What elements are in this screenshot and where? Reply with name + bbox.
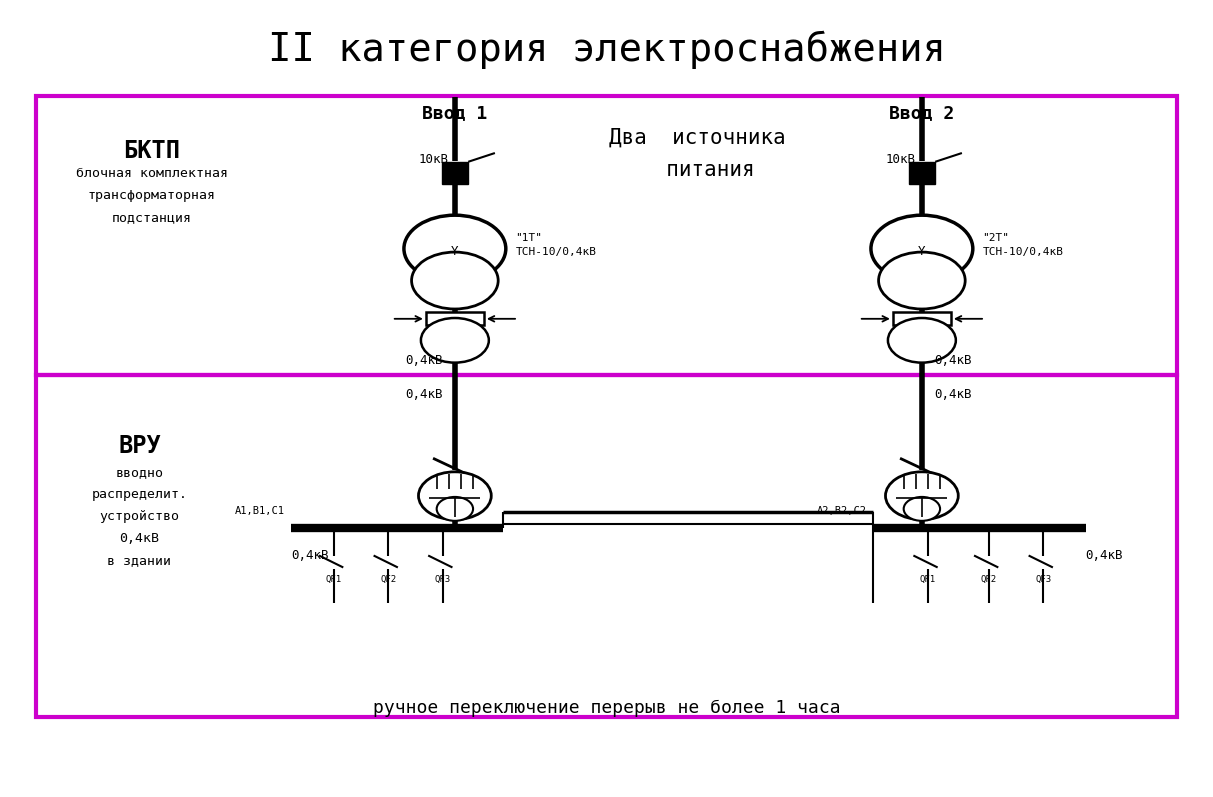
- Text: Y: Y: [451, 245, 459, 257]
- Circle shape: [885, 472, 958, 520]
- Circle shape: [404, 215, 506, 282]
- Text: ВРУ: ВРУ: [118, 434, 161, 458]
- Text: А2,В2,С2: А2,В2,С2: [818, 505, 867, 516]
- Text: Ввод 2: Ввод 2: [889, 104, 955, 123]
- Text: 0,4кВ: 0,4кВ: [405, 354, 443, 367]
- Circle shape: [418, 472, 491, 520]
- Circle shape: [904, 497, 940, 521]
- Text: QF1: QF1: [325, 575, 342, 584]
- Text: ручное переключение перерыв не более 1 часа: ручное переключение перерыв не более 1 ч…: [372, 699, 841, 717]
- Bar: [909, 162, 935, 184]
- Text: Y: Y: [918, 245, 926, 257]
- Circle shape: [888, 318, 956, 363]
- Text: 0,4кВ: 0,4кВ: [934, 354, 972, 367]
- Text: QF2: QF2: [980, 575, 997, 584]
- Text: А1,В1,С1: А1,В1,С1: [235, 505, 285, 516]
- Text: II категория электроснабжения: II категория электроснабжения: [268, 30, 945, 69]
- Text: QF3: QF3: [434, 575, 451, 584]
- Text: QF2: QF2: [380, 575, 397, 584]
- Circle shape: [878, 252, 966, 309]
- Circle shape: [411, 252, 499, 309]
- Text: QF3: QF3: [1035, 575, 1052, 584]
- Text: 10кВ: 10кВ: [418, 153, 449, 166]
- Circle shape: [437, 497, 473, 521]
- Text: QF1: QF1: [919, 575, 936, 584]
- Bar: [426, 312, 484, 325]
- Text: Два  источника
  питания: Два источника питания: [609, 128, 786, 180]
- Text: 0,4кВ: 0,4кВ: [405, 388, 443, 401]
- Text: "2Т"
ТСН-10/0,4кВ: "2Т" ТСН-10/0,4кВ: [983, 233, 1064, 257]
- Circle shape: [421, 318, 489, 363]
- Text: 0,4кВ: 0,4кВ: [1086, 549, 1123, 562]
- Text: 10кВ: 10кВ: [885, 153, 916, 166]
- Bar: [442, 162, 468, 184]
- Text: Ввод 1: Ввод 1: [422, 104, 488, 123]
- Circle shape: [871, 215, 973, 282]
- Text: блочная комплектная
трансформаторная
подстанция: блочная комплектная трансформаторная под…: [75, 167, 228, 225]
- Text: 0,4кВ: 0,4кВ: [291, 549, 329, 562]
- Text: 0,4кВ: 0,4кВ: [934, 388, 972, 401]
- Text: вводно
распределит.
устройство
0,4кВ
в здании: вводно распределит. устройство 0,4кВ в з…: [91, 466, 188, 567]
- Bar: [893, 312, 951, 325]
- Text: БКТП: БКТП: [124, 139, 180, 163]
- Text: "1Т"
ТСН-10/0,4кВ: "1Т" ТСН-10/0,4кВ: [516, 233, 597, 257]
